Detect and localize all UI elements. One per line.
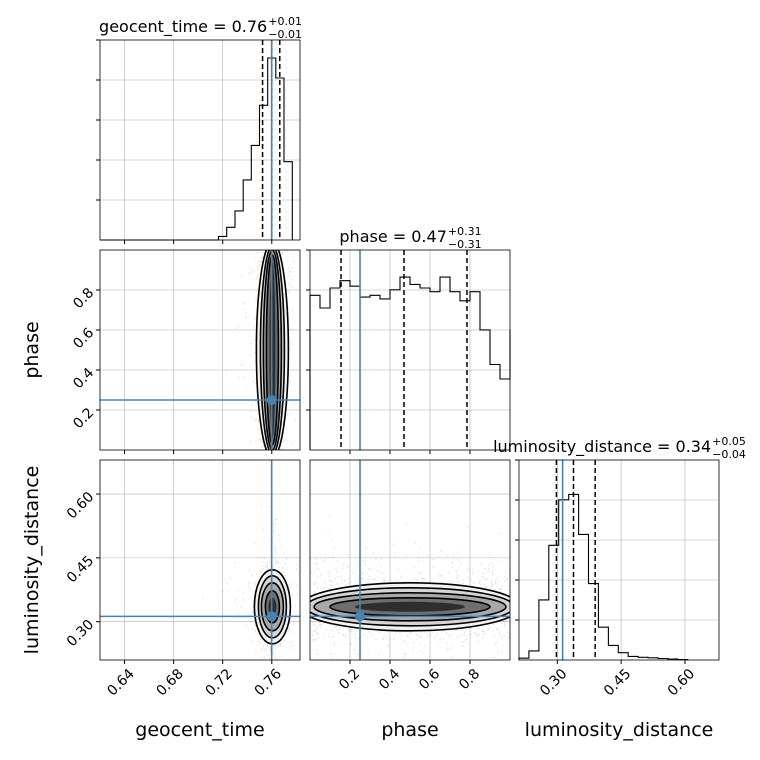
panel-title-geocent_time: geocent_time = 0.76 (99, 17, 267, 37)
panel-title-minus-luminosity_distance: −0.04 (712, 448, 746, 461)
scatter-panel-phase-luminosity_distance (309, 459, 511, 664)
axes-frame-geocent_time-luminosity_distance (99, 459, 301, 661)
ytick-label-phase-0: 0.2 (70, 405, 97, 432)
xtick-label-phase-2: 0.6 (416, 666, 443, 693)
xtick-label-geocent_time-1: 0.68 (153, 666, 186, 699)
xtick-label-luminosity_distance-2: 0.60 (665, 666, 698, 699)
ytick-label-phase-2: 0.6 (70, 325, 97, 352)
ytick-label-luminosity_distance-1: 0.45 (64, 553, 97, 586)
density-level-phase-luminosity_distance-4 (355, 601, 465, 612)
ytick-label-phase-3: 0.8 (70, 285, 97, 312)
ytick-label-phase-1: 0.4 (70, 365, 97, 392)
panel-title-plus-geocent_time: +0.01 (268, 15, 302, 28)
truth-marker-phase-luminosity_distance (355, 611, 365, 622)
xtick-label-geocent_time-0: 0.64 (104, 666, 137, 699)
ytick-label-luminosity_distance-2: 0.60 (64, 489, 97, 522)
panel-title-phase: phase = 0.47 (339, 227, 446, 246)
panel-title-plus-luminosity_distance: +0.05 (712, 435, 746, 448)
xtick-label-geocent_time-2: 0.72 (203, 666, 236, 699)
panel-title-minus-phase: −0.31 (448, 238, 482, 251)
truth-marker-geocent_time-phase (266, 395, 277, 405)
panel-title-luminosity_distance: luminosity_distance = 0.34 (493, 437, 711, 457)
xtick-label-phase-0: 0.2 (336, 666, 363, 693)
histogram-step-geocent_time (100, 57, 293, 241)
xlabel-phase: phase (381, 719, 438, 741)
histogram-luminosity_distance: luminosity_distance = 0.34 −0.04+0.05 (493, 435, 746, 664)
panel-title-plus-phase: +0.31 (448, 225, 482, 238)
ytick-label-luminosity_distance-0: 0.30 (64, 617, 97, 650)
xlabel-luminosity_distance: luminosity_distance (525, 719, 714, 741)
truth-marker-geocent_time-luminosity_distance (266, 611, 277, 622)
axes-frame-phase (309, 249, 511, 451)
scatter-panel-geocent_time-phase (96, 249, 301, 454)
histogram-step-luminosity_distance (518, 493, 689, 661)
xtick-label-geocent_time-3: 0.76 (252, 666, 285, 699)
axes-frame-phase-luminosity_distance (309, 459, 511, 661)
histogram-phase: phase = 0.47 −0.31+0.31 (306, 225, 511, 454)
xtick-label-luminosity_distance-1: 0.45 (601, 666, 634, 699)
ylabel-luminosity_distance: luminosity_distance (21, 466, 43, 655)
axes-frame-geocent_time-phase (99, 249, 301, 451)
xtick-label-phase-3: 0.8 (456, 666, 483, 693)
axes-frame-luminosity_distance (518, 459, 720, 661)
xlabel-geocent_time: geocent_time (135, 719, 264, 741)
panel-title-minus-geocent_time: −0.01 (268, 28, 302, 41)
histogram-step-phase (309, 276, 511, 450)
xtick-label-luminosity_distance-0: 0.30 (537, 666, 570, 699)
xtick-label-phase-1: 0.4 (376, 666, 403, 693)
scatter-panel-geocent_time-luminosity_distance (96, 459, 301, 664)
histogram-geocent_time: geocent_time = 0.76 −0.01+0.01 (96, 15, 302, 244)
ylabel-phase: phase (21, 321, 43, 378)
axes-frame-geocent_time (99, 39, 301, 241)
